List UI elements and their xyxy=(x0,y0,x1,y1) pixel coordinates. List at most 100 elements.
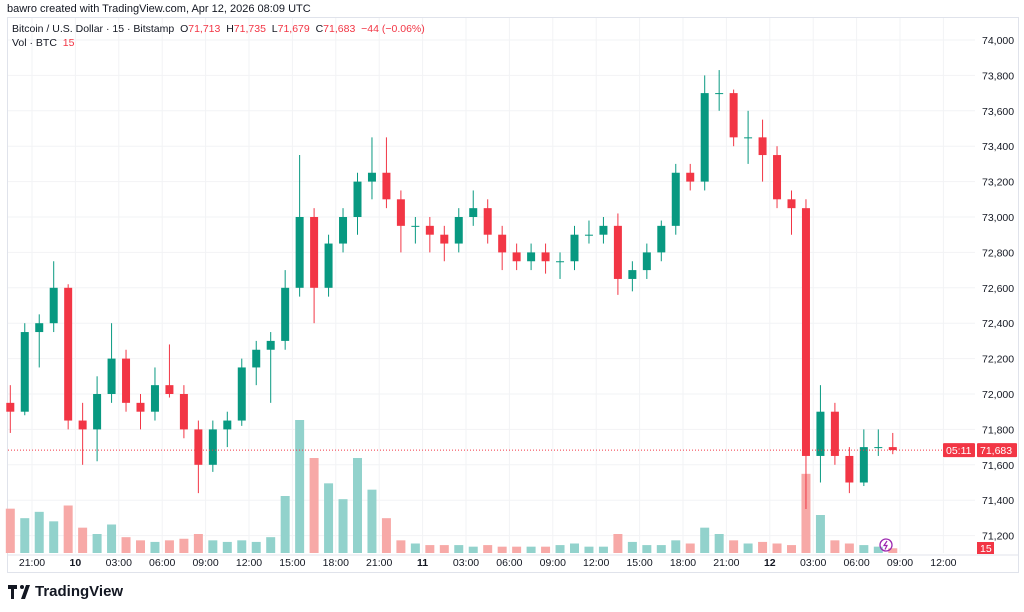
candle-body xyxy=(686,172,695,182)
x-tick-label: 12:00 xyxy=(930,557,956,569)
candle-body xyxy=(773,155,782,200)
legend-low: 71,679 xyxy=(277,23,310,35)
volume-bar xyxy=(598,546,608,553)
x-tick-label: 03:00 xyxy=(106,557,132,569)
volume-bar xyxy=(396,540,406,553)
x-tick-label: 18:00 xyxy=(323,557,349,569)
tradingview-logo-icon xyxy=(8,584,30,599)
candle-body xyxy=(223,420,232,430)
chart-frame[interactable] xyxy=(7,17,1019,573)
volume-bar xyxy=(468,546,478,553)
chart-legend: Bitcoin / U.S. Dollar · 15 · Bitstamp O7… xyxy=(12,22,425,50)
x-tick-label: 11 xyxy=(417,557,428,569)
candle-body xyxy=(440,234,449,244)
y-tick-label: 73,400 xyxy=(982,141,1014,153)
volume-bar xyxy=(193,534,203,553)
candle-body xyxy=(584,234,593,236)
candle-body xyxy=(570,234,579,262)
candle-body xyxy=(830,411,839,456)
candle-body xyxy=(353,181,362,217)
candle-countdown-box xyxy=(943,443,975,458)
volume-bar xyxy=(685,543,695,553)
volume-bar xyxy=(309,458,319,553)
y-tick-label: 72,000 xyxy=(982,389,1014,401)
x-tick-label: 21:00 xyxy=(366,557,392,569)
volume-bar xyxy=(237,540,247,553)
candle-body xyxy=(657,225,666,253)
x-tick-label: 09:00 xyxy=(192,557,218,569)
candle-body xyxy=(20,332,29,412)
candle-body xyxy=(165,385,174,394)
volume-bar xyxy=(222,541,232,553)
candle-body xyxy=(237,367,246,421)
volume-bar xyxy=(367,489,377,553)
volume-bar xyxy=(497,546,507,553)
volume-bar xyxy=(150,541,160,553)
candle-body xyxy=(801,208,810,456)
legend-volume: 15 xyxy=(62,37,75,49)
replay-lightning-icon[interactable] xyxy=(879,538,893,552)
candle-body xyxy=(888,447,897,451)
volume-bar xyxy=(758,541,768,553)
volume-bar xyxy=(454,545,464,553)
volume-bar xyxy=(63,505,73,553)
legend-close-label: C xyxy=(315,23,324,35)
volume-bar xyxy=(381,518,391,553)
candle-body xyxy=(411,225,420,227)
candle-body xyxy=(396,199,405,226)
x-tick-label: 09:00 xyxy=(540,557,566,569)
volume-bar xyxy=(656,545,666,553)
volume-bar xyxy=(584,546,594,553)
volume-bar xyxy=(743,543,753,553)
legend-low-label: L xyxy=(271,23,278,35)
tradingview-footer[interactable]: TradingView xyxy=(8,583,123,600)
volume-bar xyxy=(541,546,551,553)
current-price-label: 71,683 xyxy=(980,445,1012,457)
current-price-label-box xyxy=(977,443,1017,458)
candle-body xyxy=(266,340,275,350)
legend-volume-label[interactable]: Vol · BTC xyxy=(12,37,57,49)
volume-bar xyxy=(338,499,348,553)
y-tick-label: 73,800 xyxy=(982,70,1014,82)
candle-body xyxy=(78,420,87,430)
volume-bar xyxy=(815,515,825,553)
y-tick-label: 72,200 xyxy=(982,354,1014,366)
y-tick-label: 71,800 xyxy=(982,424,1014,436)
volume-bar xyxy=(859,545,869,553)
candle-body xyxy=(208,429,217,465)
volume-bar xyxy=(20,518,30,553)
candle-body xyxy=(93,394,102,430)
volume-bar xyxy=(280,496,290,553)
volume-bar xyxy=(714,534,724,553)
candle-body xyxy=(498,234,507,253)
x-tick-label: 12:00 xyxy=(236,557,262,569)
volume-bar xyxy=(888,548,898,553)
footer-brand: TradingView xyxy=(35,583,124,600)
volume-bar xyxy=(873,546,883,553)
volume-bar xyxy=(844,543,854,553)
candle-body xyxy=(179,394,188,430)
candle-body xyxy=(715,93,724,95)
volume-bar xyxy=(439,545,449,553)
legend-symbol[interactable]: Bitcoin / U.S. Dollar · 15 · Bitstamp xyxy=(12,23,175,35)
legend-open: 71,713 xyxy=(188,23,221,35)
legend-ohlc-row: Bitcoin / U.S. Dollar · 15 · Bitstamp O7… xyxy=(12,22,425,36)
candle-body xyxy=(122,358,131,403)
candle-body xyxy=(425,225,434,235)
y-tick-label: 74,000 xyxy=(982,35,1014,47)
candle-body xyxy=(613,225,622,279)
y-tick-label: 71,200 xyxy=(982,531,1014,543)
volume-bar xyxy=(830,540,840,553)
volume-bar xyxy=(787,545,796,553)
x-tick-label: 03:00 xyxy=(800,557,826,569)
candle-body xyxy=(787,199,796,209)
candle-body xyxy=(671,172,680,226)
candle-body xyxy=(252,349,261,368)
volume-bar xyxy=(78,527,88,553)
candle-body xyxy=(35,323,44,333)
candle-body xyxy=(367,172,376,182)
chart-credit: bawro created with TradingView.com, Apr … xyxy=(7,3,311,15)
candle-body xyxy=(382,172,391,200)
x-tick-label: 15:00 xyxy=(626,557,652,569)
